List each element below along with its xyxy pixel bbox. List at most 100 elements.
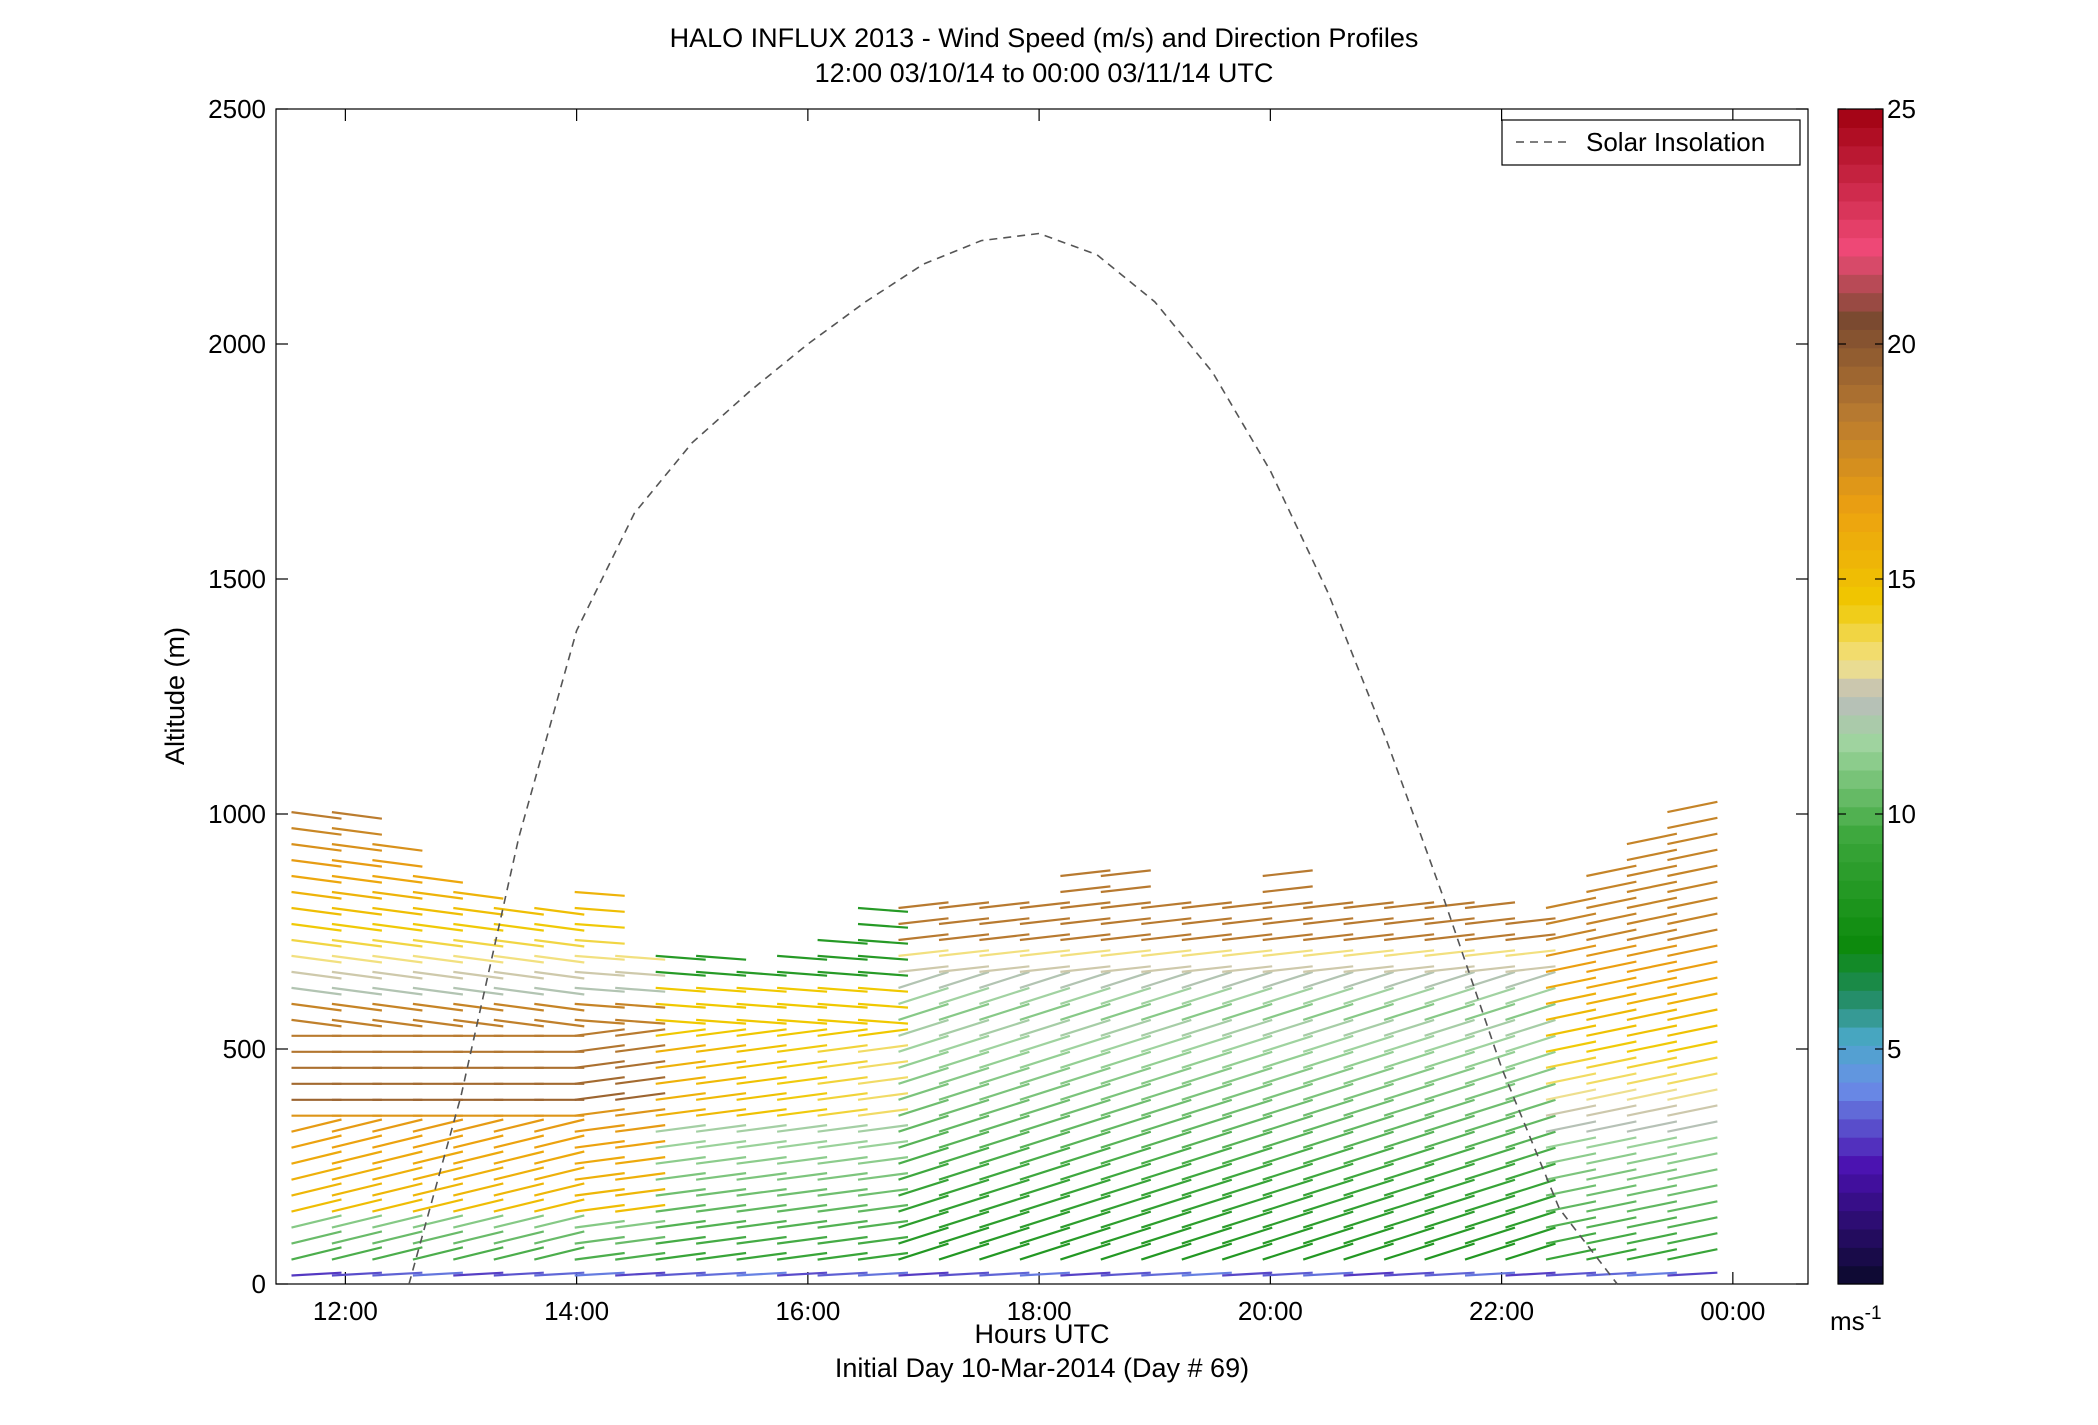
wind-vector <box>291 1246 342 1261</box>
wind-vector <box>938 1194 990 1213</box>
wind-vector <box>1140 986 1192 1005</box>
wind-vector <box>1181 1066 1233 1085</box>
wind-vector <box>1586 928 1637 942</box>
wind-vector <box>857 1251 909 1261</box>
colorbar-band <box>1838 127 1883 147</box>
wind-vector <box>1100 901 1151 910</box>
wind-vector <box>372 1018 423 1028</box>
wind-vector <box>1019 1210 1071 1229</box>
wind-vector <box>453 922 504 932</box>
wind-vector <box>817 1044 868 1053</box>
wind-vector <box>938 1178 990 1197</box>
wind-vector <box>615 986 666 993</box>
wind-vector <box>574 1028 625 1037</box>
colorbar-band <box>1838 1265 1883 1285</box>
x-tick-label: 18:00 <box>1007 1296 1072 1326</box>
wind-vector <box>655 1108 706 1117</box>
wind-vector <box>534 1214 585 1229</box>
wind-vector <box>1262 1066 1314 1085</box>
wind-vector <box>1586 1040 1637 1053</box>
wind-vector <box>1626 1200 1678 1213</box>
wind-vector <box>291 843 342 852</box>
wind-vector <box>372 1230 423 1245</box>
wind-vector <box>1343 1034 1394 1053</box>
wind-vector <box>1505 1178 1556 1197</box>
wind-vector <box>979 1226 1030 1245</box>
wind-vector <box>1100 1130 1152 1149</box>
wind-vector <box>331 1150 383 1165</box>
wind-vector <box>1262 1194 1314 1213</box>
wind-vector <box>857 970 909 977</box>
wind-vector <box>1586 1248 1637 1261</box>
wind-vector <box>898 1114 949 1133</box>
wind-vector <box>1545 1168 1597 1181</box>
wind-vector <box>1100 1178 1152 1197</box>
wind-vector <box>979 1002 1030 1021</box>
wind-vector <box>493 1198 545 1213</box>
wind-vector <box>1100 1082 1152 1101</box>
chart-title-line2: 12:00 03/10/14 to 00:00 03/11/14 UTC <box>815 58 1274 88</box>
wind-vector <box>898 1130 949 1149</box>
wind-vector <box>1221 1066 1273 1085</box>
wind-vector <box>453 1150 504 1165</box>
wind-vector <box>1545 1136 1597 1149</box>
wind-vector <box>1545 976 1597 989</box>
wind-vector <box>1221 1034 1273 1053</box>
wind-vector <box>898 1002 949 1021</box>
wind-vector <box>1667 1120 1718 1133</box>
wind-vector <box>857 1140 909 1149</box>
wind-vector <box>776 1251 828 1261</box>
wind-vector <box>898 1034 949 1053</box>
wind-vector <box>1586 1271 1637 1277</box>
wind-vector <box>331 1134 383 1149</box>
wind-vector <box>1262 1082 1314 1101</box>
wind-vector <box>1667 1008 1718 1021</box>
wind-vector <box>1626 992 1678 1005</box>
colorbar-band <box>1838 1173 1883 1193</box>
colorbar-band <box>1838 953 1883 973</box>
wind-vector <box>1505 1098 1556 1117</box>
wind-vector <box>1303 901 1354 910</box>
colorbar-ticks: 5 10 15 20 25 <box>1838 94 1916 1064</box>
wind-vector <box>1181 1271 1232 1277</box>
wind-vector <box>979 1066 1030 1085</box>
wind-vector <box>1383 901 1435 910</box>
wind-vector <box>736 1044 787 1053</box>
wind-vector <box>1100 1018 1152 1037</box>
wind-vector <box>615 1002 666 1009</box>
colorbar-band <box>1838 164 1883 184</box>
wind-vector <box>372 1002 423 1012</box>
wind-vector <box>1424 1242 1475 1261</box>
wind-vector <box>857 1028 909 1037</box>
wind-vector <box>1545 1232 1597 1245</box>
wind-vector <box>453 1182 504 1197</box>
wind-vector <box>776 1156 828 1165</box>
wind-vector <box>938 1271 990 1277</box>
wind-vector <box>1626 944 1678 957</box>
wind-vector <box>736 1092 787 1101</box>
wind-vector <box>1019 1226 1071 1245</box>
wind-vector <box>1424 933 1475 942</box>
wind-vector <box>655 986 706 993</box>
colorbar-frame <box>1837 108 1884 1285</box>
wind-vector <box>1141 1271 1192 1277</box>
wind-vector <box>291 906 342 916</box>
wind-vector <box>1262 1178 1314 1197</box>
wind-vector <box>776 1092 828 1101</box>
wind-vector <box>493 1150 545 1165</box>
wind-vector <box>655 1235 706 1245</box>
wind-vector <box>372 1246 423 1261</box>
wind-vector <box>979 1210 1030 1229</box>
wind-vector <box>817 970 868 977</box>
wind-vector <box>1060 1050 1111 1069</box>
wind-vector <box>1060 869 1111 878</box>
wind-vector <box>1424 1082 1475 1101</box>
wind-vector <box>1424 1194 1475 1213</box>
wind-vector <box>291 1198 342 1213</box>
colorbar-band <box>1838 292 1883 312</box>
wind-vector <box>1424 1146 1475 1165</box>
wind-vector <box>1019 1050 1071 1069</box>
wind-vector <box>1303 917 1354 926</box>
wind-vector <box>1505 1050 1556 1069</box>
wind-vector <box>1221 1162 1273 1181</box>
